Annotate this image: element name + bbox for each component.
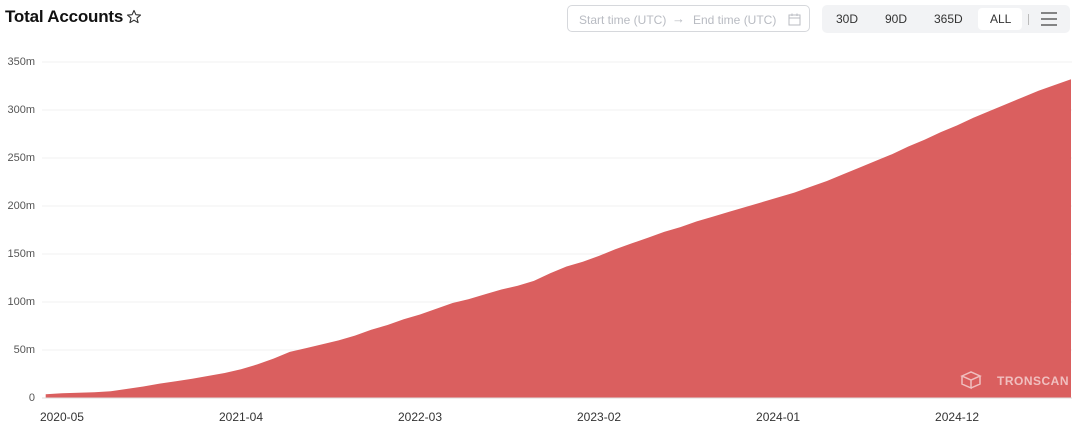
- calendar-icon: [788, 13, 801, 26]
- range-button[interactable]: 365D: [934, 12, 963, 26]
- x-tick-label: 2023-02: [577, 410, 621, 424]
- y-tick-label: 0: [29, 392, 35, 404]
- range-buttons: 30D 90D 365D ALL: [822, 5, 1070, 33]
- y-tick-label: 300m: [7, 104, 35, 116]
- y-tick-label: 50m: [14, 344, 35, 356]
- y-tick-label: 200m: [7, 200, 35, 212]
- y-tick-label: 100m: [7, 296, 35, 308]
- favorite-star[interactable]: [126, 9, 142, 25]
- area: [45, 79, 1072, 399]
- y-tick-label: 350m: [7, 56, 35, 68]
- menu-button[interactable]: [1040, 11, 1058, 27]
- active-range-bg: [978, 8, 1022, 30]
- divider: [1028, 14, 1029, 25]
- y-tick-label: 150m: [7, 248, 35, 260]
- x-tick-label: 2022-03: [398, 410, 442, 424]
- x-tick-label: 2024-12: [935, 410, 979, 424]
- date-range-picker[interactable]: Start time (UTC) → End time (UTC): [567, 5, 810, 32]
- end-time[interactable]: End time (UTC): [693, 13, 777, 27]
- start-time[interactable]: Start time (UTC): [579, 13, 667, 27]
- x-tick-label: 2024-01: [756, 410, 800, 424]
- y-tick-label: 250m: [7, 152, 35, 164]
- x-tick-label: 2020-05: [40, 410, 84, 424]
- watermark-icon: [960, 371, 982, 390]
- page-title: Total Accounts: [5, 7, 124, 26]
- range-button[interactable]: 90D: [885, 12, 908, 26]
- range-button[interactable]: ALL: [990, 12, 1012, 26]
- watermark-text: TRONSCAN: [997, 374, 1069, 388]
- x-tick-label: 2021-04: [219, 410, 263, 424]
- range-button[interactable]: 30D: [836, 12, 859, 26]
- arrow: →: [672, 11, 685, 26]
